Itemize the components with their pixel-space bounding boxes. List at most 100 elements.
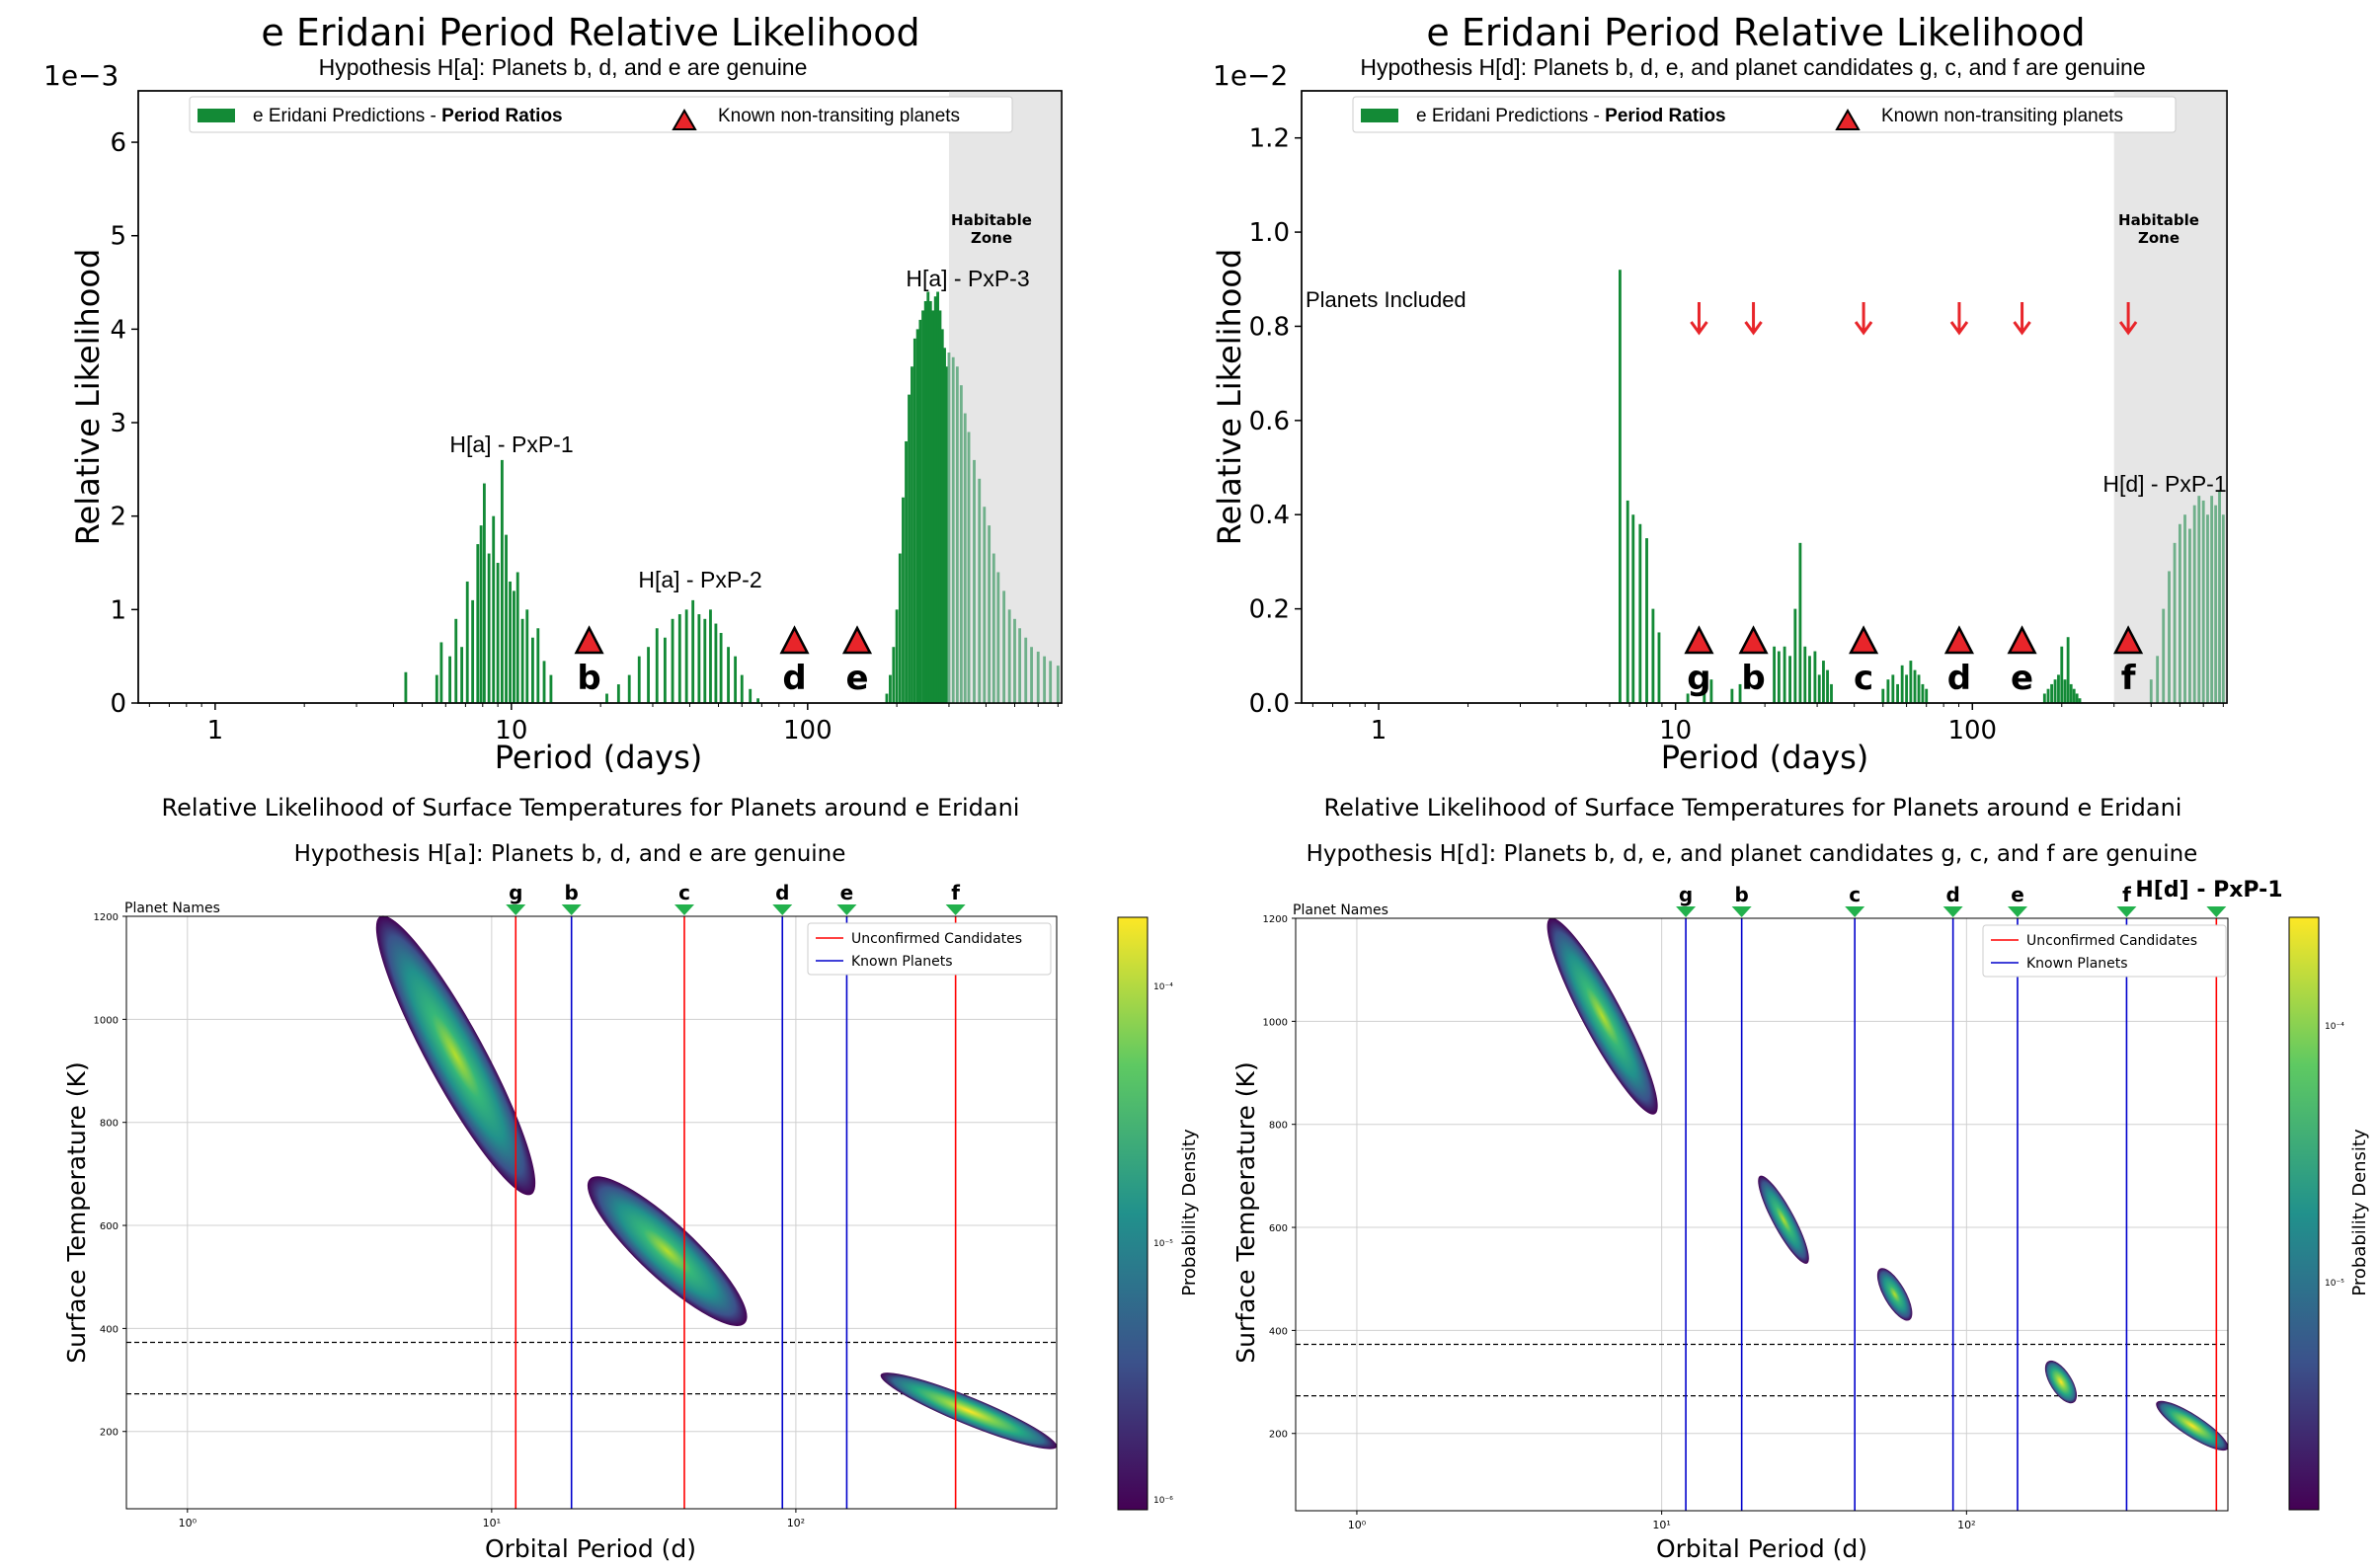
plot-frame	[137, 90, 1063, 704]
likelihood-bar	[1921, 683, 1925, 703]
likelihood-bar	[1738, 683, 1742, 703]
y-tick-label: 0.8	[1249, 312, 1290, 342]
likelihood-bar	[892, 647, 896, 703]
y-tick-label: 0.6	[1249, 407, 1290, 436]
planet-marker-triangle-icon	[2007, 906, 2027, 917]
planet-marker-triangle-icon	[674, 904, 694, 915]
likelihood-bar	[2046, 688, 2050, 703]
planet-name-label: c	[678, 881, 690, 904]
legend-bar-swatch	[1361, 109, 1398, 122]
legend-triangle-icon	[672, 109, 697, 130]
likelihood-bar	[1686, 693, 1690, 703]
planet-names-label: Planet Names	[1293, 902, 1388, 918]
plot-area	[125, 915, 1058, 1510]
likelihood-bar	[2197, 496, 2201, 703]
likelihood-bar	[479, 525, 483, 703]
likelihood-bar	[616, 684, 620, 703]
likelihood-bar	[2173, 542, 2177, 703]
annotation-pxp2: H[a] - PxP-2	[638, 567, 761, 592]
likelihood-bar	[988, 525, 991, 703]
likelihood-bar	[2214, 505, 2218, 703]
likelihood-bar	[542, 661, 546, 703]
likelihood-bar	[973, 459, 976, 703]
hz-label-line1: Habitable	[951, 211, 1032, 229]
likelihood-bar	[1905, 674, 1909, 703]
likelihood-bar	[2183, 514, 2186, 703]
likelihood-bar	[2060, 646, 2064, 703]
legend-entry-known: Known non-transiting planets	[718, 106, 960, 126]
likelihood-bar	[951, 356, 955, 703]
y-tick-label: 1.0	[1249, 218, 1290, 248]
down-arrow-head-icon	[1744, 321, 1763, 336]
likelihood-bar	[435, 674, 438, 703]
colorbar	[2288, 916, 2320, 1511]
likelihood-bar	[1002, 590, 1006, 703]
y-tick-label: 0.4	[1249, 501, 1290, 530]
planet-marker-triangle-icon	[561, 904, 582, 915]
likelihood-bar	[1793, 608, 1797, 703]
planet-name-label: c	[1849, 883, 1861, 906]
x-tick-label: 10¹	[483, 1517, 501, 1529]
y-ticks: 200 400 600 800 1000 1200	[94, 912, 126, 1439]
likelihood-bar	[671, 618, 674, 703]
likelihood-bar	[911, 366, 913, 703]
grid	[126, 915, 1057, 1509]
likelihood-bar	[938, 310, 942, 703]
planet-lines	[515, 916, 957, 1509]
plot-frame	[1301, 90, 2228, 704]
x-ticks: 1 10 100	[1311, 703, 2224, 745]
included-planet-arrows	[1690, 302, 2138, 336]
likelihood-bar	[1631, 514, 1635, 703]
y-tick-label: 5	[110, 222, 126, 252]
likelihood-bar	[2072, 688, 2076, 703]
planet-name-label: b	[1734, 883, 1748, 906]
y-tick-label: 1	[110, 595, 126, 625]
hz-label-line2: Zone	[2138, 229, 2180, 247]
colorbar	[1117, 916, 1149, 1511]
planet-name-label: g	[509, 881, 522, 904]
likelihood-bar	[1798, 542, 1802, 703]
chart-subtitle: Hypothesis H[d]: Planets b, d, e, and pl…	[1307, 841, 2198, 867]
plot-area	[1295, 917, 2229, 1512]
likelihood-bar	[515, 572, 519, 703]
likelihood-bar	[1881, 688, 1885, 703]
x-axis-label: Orbital Period (d)	[485, 1534, 696, 1563]
likelihood-bar	[996, 572, 1000, 703]
likelihood-bar	[637, 656, 641, 703]
legend-candidates: Unconfirmed Candidates	[851, 931, 1022, 947]
legend-triangle-icon	[1835, 109, 1861, 130]
y-tick-label: 400	[1269, 1326, 1288, 1337]
likelihood-bar	[2066, 637, 2070, 703]
bottom-left-chart: Relative Likelihood of Surface Temperatu…	[62, 794, 1200, 1563]
likelihood-bars	[404, 291, 1060, 703]
y-tick-label: 200	[1269, 1430, 1288, 1441]
likelihood-bar	[482, 483, 486, 703]
likelihood-bar	[1049, 661, 1053, 703]
likelihood-bar	[940, 329, 944, 703]
y-tick-label: 2	[110, 503, 126, 532]
likelihood-bar	[2206, 514, 2209, 703]
density-cluster	[2044, 1360, 2078, 1404]
planet-names-label: Planet Names	[124, 901, 220, 916]
likelihood-bar	[959, 385, 963, 703]
down-arrow-head-icon	[2118, 321, 2138, 336]
y-tick-label: 0.0	[1249, 689, 1290, 719]
likelihood-bar	[2042, 693, 2046, 703]
likelihood-bar	[2218, 491, 2221, 703]
likelihood-bar	[734, 656, 738, 703]
likelihood-bar	[2210, 496, 2214, 703]
planet-marker-triangle-icon	[1676, 906, 1697, 917]
x-tick-label: 10²	[1957, 1519, 1975, 1531]
chart-title: e Eridani Period Relative Likelihood	[1426, 11, 2085, 54]
legend: Unconfirmed Candidates Known Planets	[807, 922, 1052, 976]
colorbar-label: Probability Density	[2349, 1129, 2370, 1296]
down-arrow-head-icon	[1854, 321, 1873, 336]
y-axis-label: Relative Likelihood	[1211, 249, 1248, 546]
likelihood-bar	[684, 609, 688, 703]
annotation-pxp3: H[a] - PxP-3	[906, 266, 1029, 291]
likelihood-bar	[936, 291, 940, 703]
likelihood-bar	[1813, 651, 1817, 703]
likelihood-bar	[2149, 679, 2153, 703]
likelihood-bar	[439, 642, 443, 703]
